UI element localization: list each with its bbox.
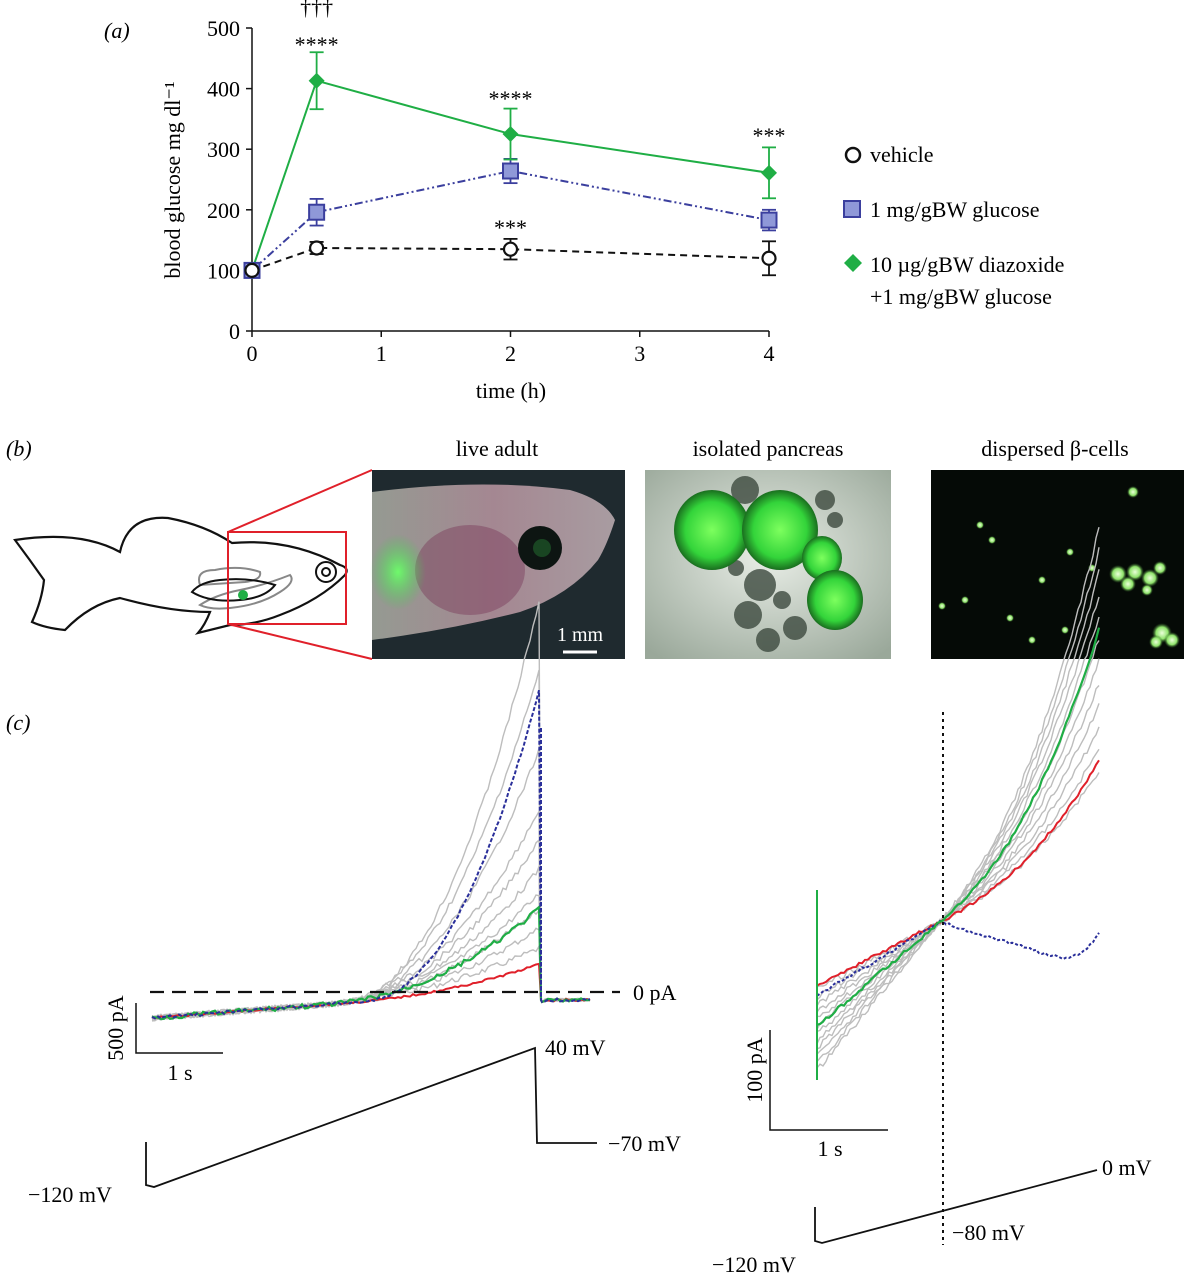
data-point bbox=[502, 126, 519, 143]
data-point bbox=[308, 203, 326, 221]
trace-gray bbox=[151, 669, 591, 1022]
trace-gray bbox=[816, 726, 1100, 1007]
photo-isolated-pancreas bbox=[645, 470, 891, 659]
trace-gray bbox=[151, 808, 591, 1021]
photo-title-isolated-pancreas: isolated pancreas bbox=[693, 436, 844, 461]
y-tick-label: 400 bbox=[207, 77, 240, 102]
data-point bbox=[308, 72, 325, 89]
y-tick-label: 100 bbox=[207, 258, 240, 283]
chart-series bbox=[243, 51, 778, 279]
x-tick-label: 1 bbox=[376, 341, 387, 366]
panel-c-label: (c) bbox=[6, 710, 30, 735]
trace-gray bbox=[816, 685, 1100, 1018]
y-tick-label: 500 bbox=[207, 16, 240, 41]
chart-ticks: 0 100 200 300 400 500 0 1 2 3 4 bbox=[207, 16, 775, 366]
significance-mark: ††† bbox=[300, 0, 333, 20]
data-point bbox=[502, 241, 519, 257]
photo-live-adult: 1 mm bbox=[370, 470, 625, 659]
trace-red bbox=[816, 759, 1100, 987]
scale-y-right: 100 pA bbox=[742, 1037, 767, 1103]
y-tick-label: 0 bbox=[229, 319, 240, 344]
trace-gray bbox=[816, 640, 1100, 1033]
zoom-box bbox=[227, 531, 347, 625]
scale-bar-right bbox=[769, 1030, 888, 1131]
voltage-end-right: 0 mV bbox=[1102, 1155, 1152, 1180]
trace-gray bbox=[816, 547, 1100, 1063]
chart-xlabel: time (h) bbox=[476, 378, 546, 403]
series-line-1 bbox=[251, 169, 770, 272]
trace-gray bbox=[816, 772, 1100, 988]
legend-entry-diazoxide-line2: +1 mg/gBW glucose bbox=[870, 284, 1052, 309]
legend-entry-glucose: 1 mg/gBW glucose bbox=[870, 197, 1039, 222]
x-tick-label: 3 bbox=[634, 341, 645, 366]
fish-organs bbox=[190, 566, 293, 610]
trace-gray bbox=[151, 748, 591, 1022]
trace-green bbox=[151, 904, 591, 1021]
photo-title-live-adult: live adult bbox=[456, 436, 538, 461]
significance-mark: **** bbox=[295, 32, 339, 57]
data-point bbox=[761, 164, 777, 181]
trace-green bbox=[816, 627, 1101, 1026]
x-tick-label: 0 bbox=[247, 341, 258, 366]
data-point bbox=[244, 262, 260, 278]
scale-y-left: 500 pA bbox=[103, 995, 128, 1061]
legend-marker-diazoxide bbox=[844, 254, 862, 272]
trace-gray bbox=[151, 908, 591, 1022]
legend-entry-diazoxide: 10 µg/gBW diazoxide bbox=[870, 252, 1064, 277]
zoom-line-bottom bbox=[227, 623, 373, 660]
trace-gray bbox=[816, 527, 1100, 1069]
data-point bbox=[761, 250, 777, 266]
x-tick-label: 4 bbox=[764, 341, 775, 366]
legend-marker-glucose bbox=[843, 200, 861, 218]
significance-mark: *** bbox=[494, 215, 527, 240]
scale-bar-label: 1 mm bbox=[557, 624, 604, 646]
significance-mark: **** bbox=[489, 86, 533, 111]
chart-ylabel: blood glucose mg dl⁻¹ bbox=[160, 81, 185, 278]
zero-current-label: 0 pA bbox=[633, 980, 677, 1005]
voltage-protocol-left bbox=[145, 1046, 597, 1188]
photo-title-dispersed-cells: dispersed β-cells bbox=[981, 436, 1128, 461]
voltage-protocol-right bbox=[814, 1169, 1098, 1244]
trace-gray bbox=[151, 943, 591, 1020]
voltage-start-right: −120 mV bbox=[712, 1252, 796, 1277]
legend-entry-vehicle: vehicle bbox=[870, 142, 934, 167]
trace-blue bbox=[151, 689, 591, 1020]
data-point bbox=[502, 162, 519, 180]
photo-dispersed-cells bbox=[931, 470, 1184, 659]
fish-pupil bbox=[321, 567, 331, 577]
trace-gray bbox=[816, 658, 1100, 1030]
series-line-2 bbox=[251, 79, 770, 271]
y-tick-label: 200 bbox=[207, 198, 240, 223]
trace-gray bbox=[151, 927, 591, 1021]
scale-x-left: 1 s bbox=[167, 1060, 192, 1085]
chart-legend: vehicle 1 mg/gBW glucose 10 µg/gBW diazo… bbox=[843, 142, 1064, 309]
zoom-line-top bbox=[227, 469, 373, 533]
voltage-hold-left: −70 mV bbox=[608, 1131, 681, 1156]
fish-pancreas-spot bbox=[238, 590, 248, 600]
trace-gray bbox=[816, 616, 1100, 1045]
fish-schematic bbox=[13, 516, 348, 635]
panel-b-label: (b) bbox=[6, 436, 32, 461]
chart-annotations: †††************** bbox=[295, 0, 786, 240]
data-point bbox=[760, 211, 778, 229]
traces-right bbox=[816, 527, 1101, 1080]
voltage-top-left: 40 mV bbox=[545, 1035, 606, 1060]
y-tick-label: 300 bbox=[207, 137, 240, 162]
voltage-mid-right: −80 mV bbox=[952, 1220, 1025, 1245]
data-point bbox=[309, 240, 325, 256]
legend-marker-vehicle bbox=[844, 146, 862, 164]
scale-bar-left bbox=[135, 1003, 223, 1054]
trace-blue bbox=[816, 919, 1100, 997]
traces-left bbox=[151, 601, 591, 1022]
voltage-start-left: −120 mV bbox=[28, 1182, 112, 1207]
fish-eye bbox=[315, 561, 337, 583]
significance-mark: *** bbox=[753, 123, 786, 148]
trace-gray bbox=[816, 703, 1100, 1013]
trace-gray bbox=[151, 601, 591, 1020]
panel-a-label: (a) bbox=[104, 18, 130, 43]
x-tick-label: 2 bbox=[505, 341, 516, 366]
scale-x-right: 1 s bbox=[817, 1136, 842, 1161]
